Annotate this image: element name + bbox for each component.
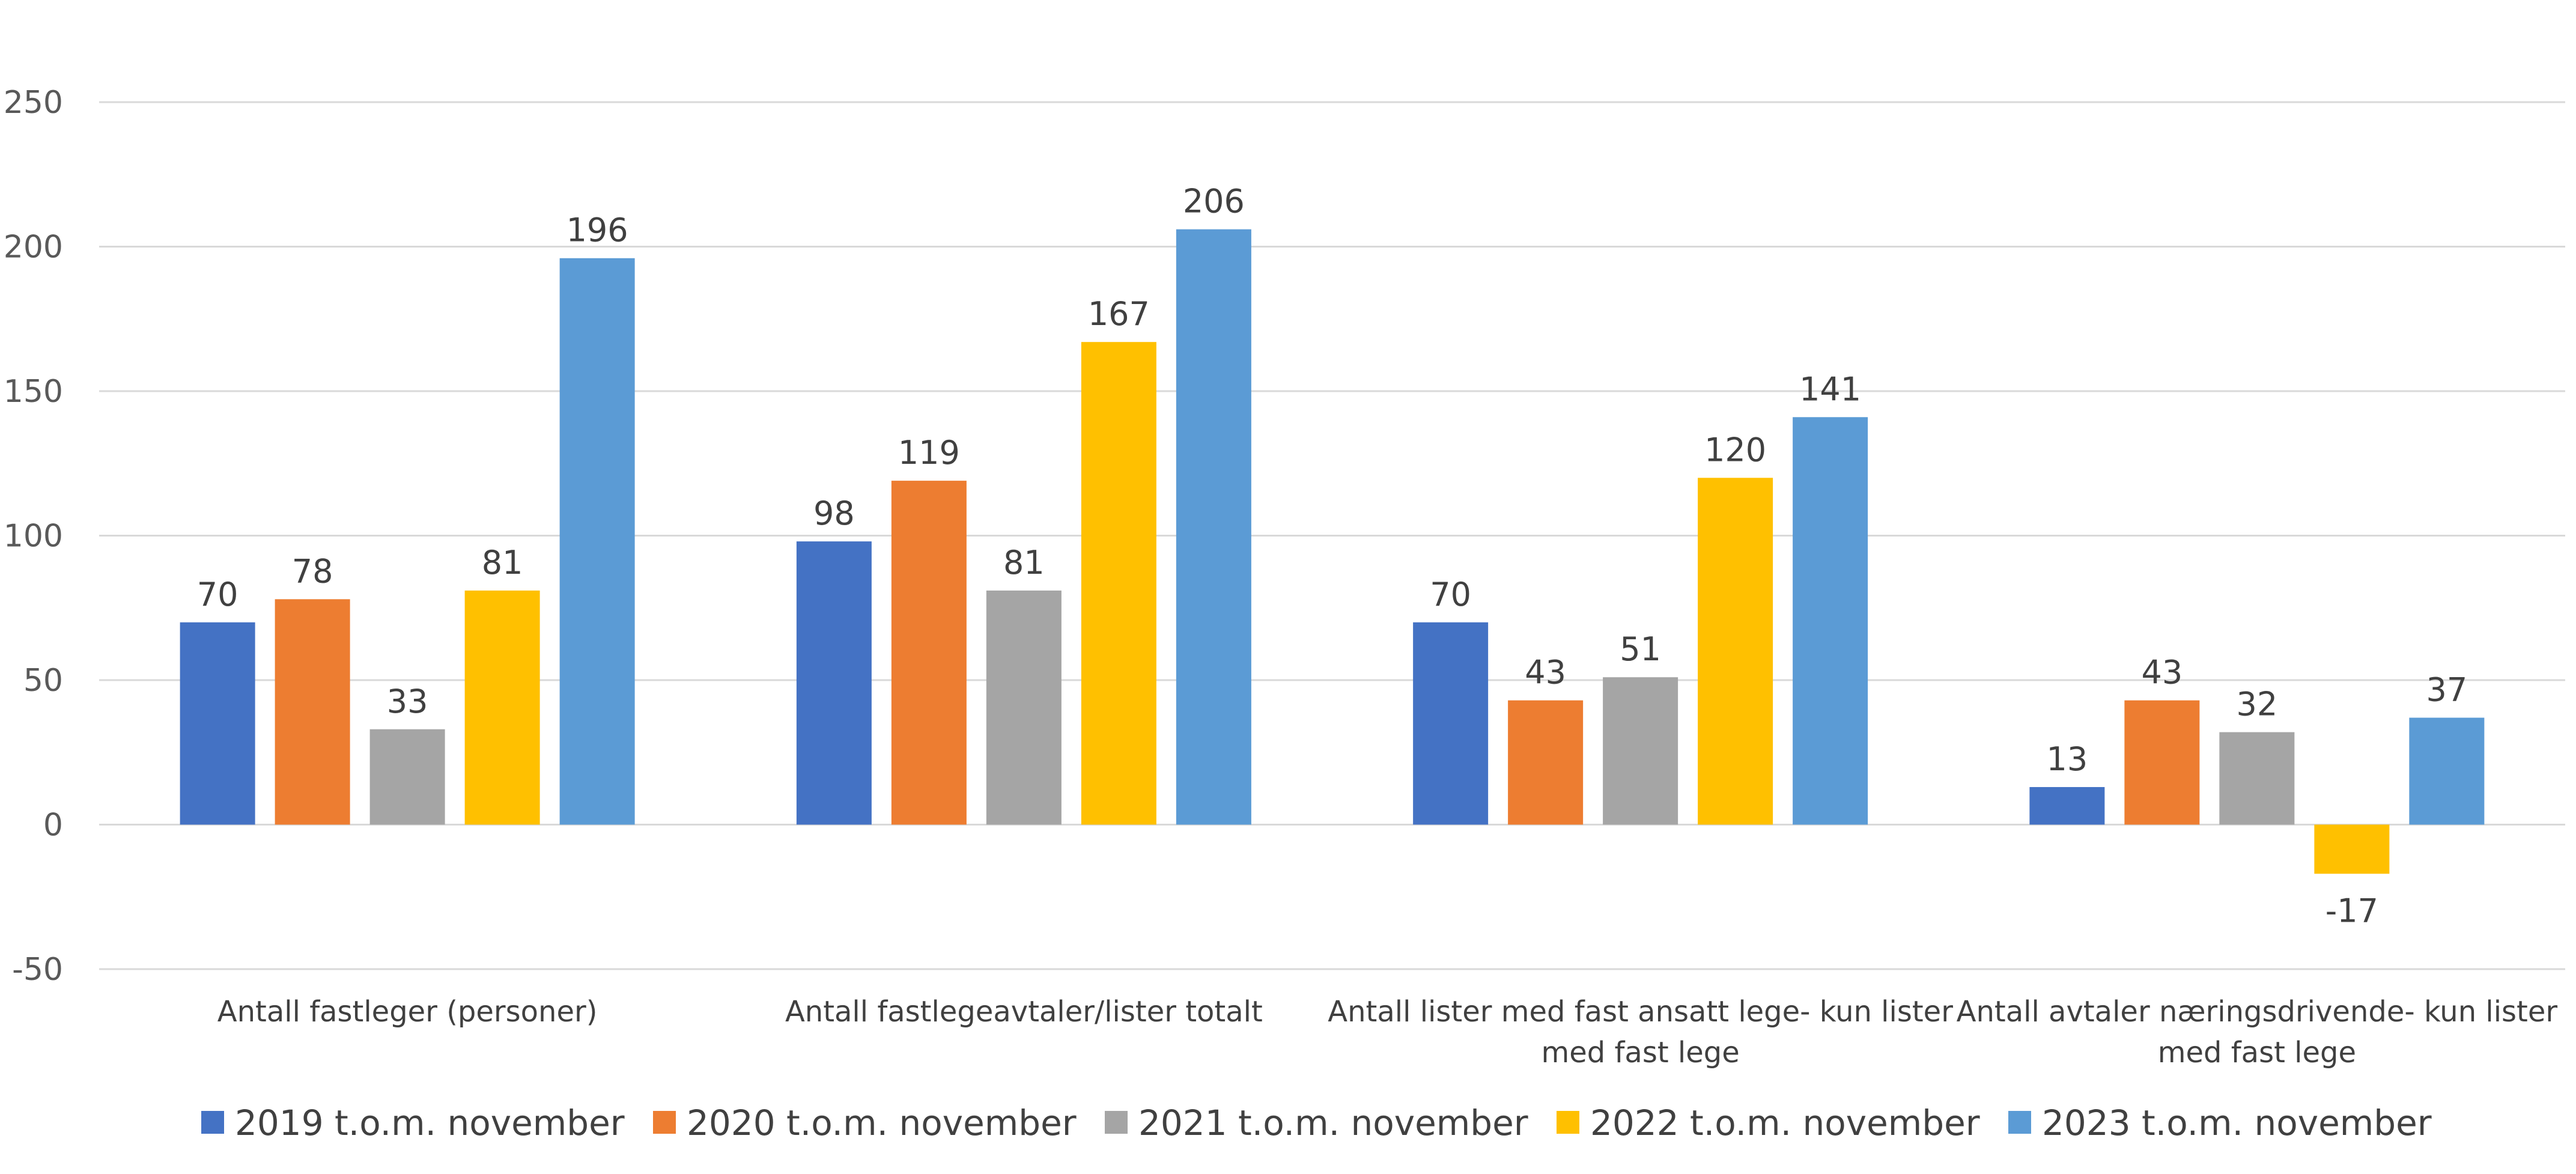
bar-series0-cat3	[2029, 786, 2105, 825]
legend-swatch	[1557, 1111, 1579, 1134]
bar-series2-cat3	[2219, 732, 2295, 825]
y-tick-label: 0	[43, 808, 63, 844]
data-label: 98	[813, 494, 855, 532]
bar-series1-cat0	[275, 599, 350, 825]
x-category-label: med fast lege	[1541, 1036, 1739, 1069]
y-tick-label: 200	[4, 230, 63, 266]
y-tick-label: 150	[4, 374, 63, 410]
gridlines	[99, 101, 2565, 970]
bar-series2-cat2	[1603, 677, 1678, 825]
data-label: 206	[1183, 183, 1245, 221]
legend-label: 2023 t.o.m. november	[2042, 1103, 2432, 1143]
data-label: 51	[1620, 630, 1661, 668]
data-label: 70	[197, 576, 238, 613]
legend-swatch	[201, 1111, 224, 1134]
x-category-label: Antall fastlegeavtaler/lister totalt	[785, 995, 1263, 1029]
legend: 2019 t.o.m. november 2020 t.o.m. november…	[201, 1103, 2432, 1143]
data-label: 43	[2142, 654, 2183, 692]
data-label: -17	[2325, 892, 2378, 929]
data-label: 32	[2237, 686, 2278, 723]
bar-series0-cat2	[1413, 622, 1489, 825]
y-axis-ticks: -50 0 50 100 150 200 250	[4, 85, 63, 988]
bar-series3-cat0	[464, 590, 540, 825]
bar-series3-cat1	[1081, 342, 1156, 825]
bar-series2-cat1	[986, 590, 1062, 825]
data-label: 37	[2426, 671, 2468, 709]
y-tick-label: 50	[23, 663, 63, 699]
bar-series4-cat0	[559, 258, 635, 825]
y-tick-label: 250	[4, 85, 63, 121]
x-category-label: med fast lege	[2158, 1036, 2356, 1069]
data-label: 70	[1430, 576, 1471, 613]
category-labels: Antall fastleger (personer) Antall fastle…	[217, 995, 2558, 1069]
x-category-label: Antall avtaler næringsdrivende- kun list…	[1957, 995, 2558, 1029]
legend-swatch	[1105, 1111, 1128, 1134]
bar-series1-cat1	[891, 481, 967, 825]
bar-series3-cat2	[1698, 478, 1773, 825]
data-label: 13	[2047, 740, 2088, 778]
legend-swatch	[653, 1111, 676, 1134]
bar-series4-cat2	[1793, 417, 1868, 825]
bar-series4-cat1	[1176, 229, 1251, 825]
bar-series1-cat3	[2124, 700, 2200, 825]
x-category-label: Antall fastleger (personer)	[217, 995, 598, 1029]
data-label: 78	[292, 552, 333, 590]
bar-series0-cat0	[180, 622, 255, 825]
legend-label: 2020 t.o.m. november	[687, 1103, 1077, 1143]
legend-swatch	[2008, 1111, 2031, 1134]
data-label: 167	[1088, 295, 1150, 333]
legend-label: 2022 t.o.m. november	[1590, 1103, 1980, 1143]
bar-series4-cat3	[2409, 717, 2485, 825]
bar-series0-cat1	[796, 541, 872, 825]
data-label: 81	[1003, 544, 1045, 582]
data-labels: 70 78 33 81 196 98 119 81 167 206 70 43 51 120 141 13 43…	[197, 183, 2467, 930]
bar-series2-cat0	[369, 729, 445, 825]
legend-label: 2021 t.o.m. november	[1138, 1103, 1528, 1143]
data-label: 196	[567, 211, 628, 249]
bars	[180, 229, 2485, 874]
bar-series3-cat3	[2314, 824, 2390, 874]
bar-series1-cat2	[1508, 700, 1584, 825]
data-label: 43	[1525, 654, 1566, 692]
data-label: 120	[1704, 431, 1766, 469]
data-label: 141	[1799, 370, 1861, 408]
data-label: 119	[898, 434, 960, 472]
data-label: 33	[387, 683, 428, 720]
legend-label: 2019 t.o.m. november	[235, 1103, 625, 1143]
y-tick-label: -50	[12, 952, 63, 988]
data-label: 81	[482, 544, 523, 582]
x-category-label: Antall lister med fast ansatt lege- kun …	[1328, 995, 1953, 1029]
y-tick-label: 100	[4, 519, 63, 555]
